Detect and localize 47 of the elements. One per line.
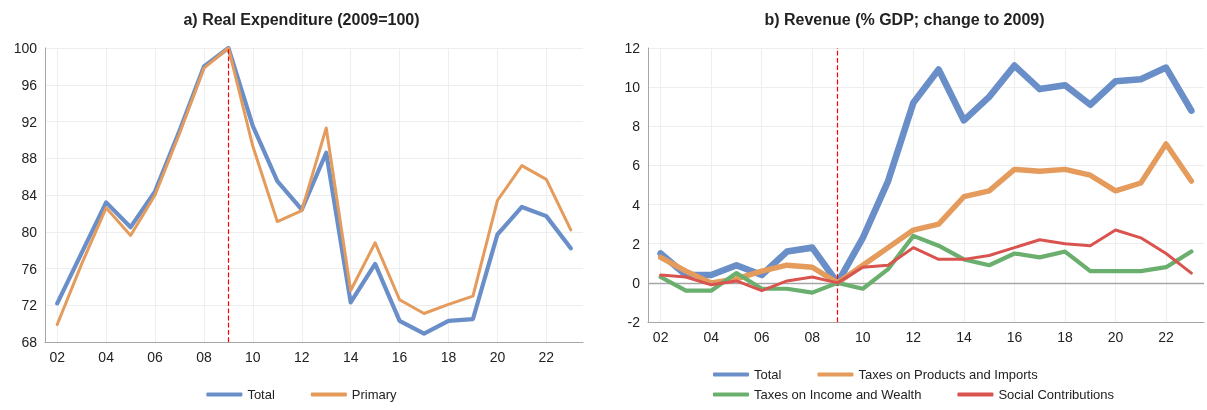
y-tick-label: 2 (632, 235, 641, 252)
y-tick-label: 0 (632, 274, 641, 291)
y-tick-label: 92 (21, 113, 38, 130)
x-tick-label: 06 (753, 329, 770, 345)
legend-label: Primary (351, 387, 398, 402)
x-tick-label: 14 (342, 349, 359, 365)
y-tick-label: 72 (21, 297, 38, 314)
x-tick-label: 18 (1057, 329, 1073, 345)
legend-label: Total (247, 387, 275, 402)
x-tick-label: 18 (440, 349, 457, 365)
y-tick-label: 76 (21, 260, 38, 277)
legend-label: Taxes on Income and Wealth (754, 387, 922, 402)
y-tick-label: 10 (624, 79, 641, 96)
chart-title: a) Real Expenditure (2009=100) (183, 10, 420, 28)
x-tick-label: 16 (391, 349, 408, 365)
chart-title: b) Revenue (% GDP; change to 2009) (764, 10, 1045, 28)
x-tick-label: 20 (1107, 329, 1124, 345)
x-tick-label: 06 (147, 349, 164, 365)
x-tick-label: 22 (1158, 329, 1175, 345)
y-tick-label: -2 (627, 314, 641, 330)
y-tick-label: 100 (13, 40, 38, 56)
x-tick-label: 02 (49, 349, 66, 365)
legend-label: Social Contributions (998, 387, 1115, 402)
x-tick-label: 04 (703, 329, 720, 345)
y-tick-label: 6 (632, 157, 641, 174)
y-tick-label: 96 (21, 76, 38, 93)
x-tick-label: 12 (905, 329, 922, 345)
x-tick-label: 14 (956, 329, 972, 345)
x-tick-label: 04 (98, 349, 115, 365)
legend-label: Total (754, 367, 782, 382)
y-tick-label: 80 (21, 223, 38, 240)
legend-label: Taxes on Products and Imports (858, 367, 1039, 382)
y-tick-label: 88 (21, 150, 38, 167)
y-tick-label: 68 (21, 334, 38, 350)
x-tick-label: 08 (804, 329, 821, 345)
x-tick-label: 16 (1006, 329, 1023, 345)
x-tick-label: 20 (489, 349, 506, 365)
x-tick-label: 12 (293, 349, 310, 365)
x-tick-label: 10 (245, 349, 261, 365)
y-tick-label: 84 (21, 187, 38, 203)
x-tick-label: 22 (538, 349, 555, 365)
x-tick-label: 10 (855, 329, 871, 345)
y-tick-label: 12 (624, 40, 641, 56)
y-tick-label: 4 (632, 196, 641, 213)
x-tick-label: 08 (196, 349, 212, 365)
x-tick-label: 02 (652, 329, 669, 345)
y-tick-label: 8 (632, 118, 641, 135)
